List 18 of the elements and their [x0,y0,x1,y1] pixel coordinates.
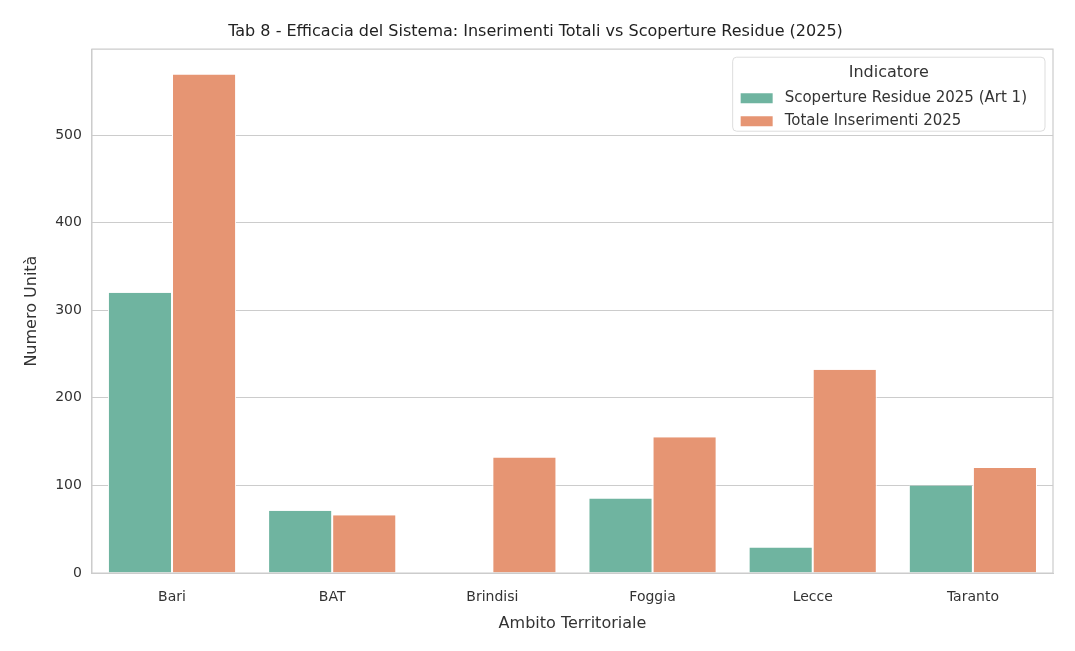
y-tick-label: 0 [73,563,82,580]
y-tick-label: 300 [55,300,82,317]
x-tick-label: Brindisi [466,588,519,605]
legend-label: Totale Inserimenti 2025 [783,111,962,130]
x-tick-label: Lecce [792,588,833,605]
x-tick-label: BAT [318,588,346,605]
chart-title: Tab 8 - Efficacia del Sistema: Inserimenti Totali vs Scoperture Residue (2025) [227,20,843,40]
legend-label: Scoperture Residue 2025 (Art 1) [784,88,1028,107]
y-tick-label: 200 [55,388,82,405]
y-tick-label: 400 [55,213,82,230]
legend-title: Indicatore [848,62,929,82]
y-tick-label: 100 [55,476,82,493]
y-axis-title: Numero Unità [20,255,40,367]
x-tick-label: Taranto [945,588,999,605]
y-tick-label: 500 [55,125,82,142]
x-tick-label: Foggia [629,588,676,605]
x-tick-label: Bari [158,588,186,605]
x-axis-title: Ambito Territoriale [498,612,647,632]
